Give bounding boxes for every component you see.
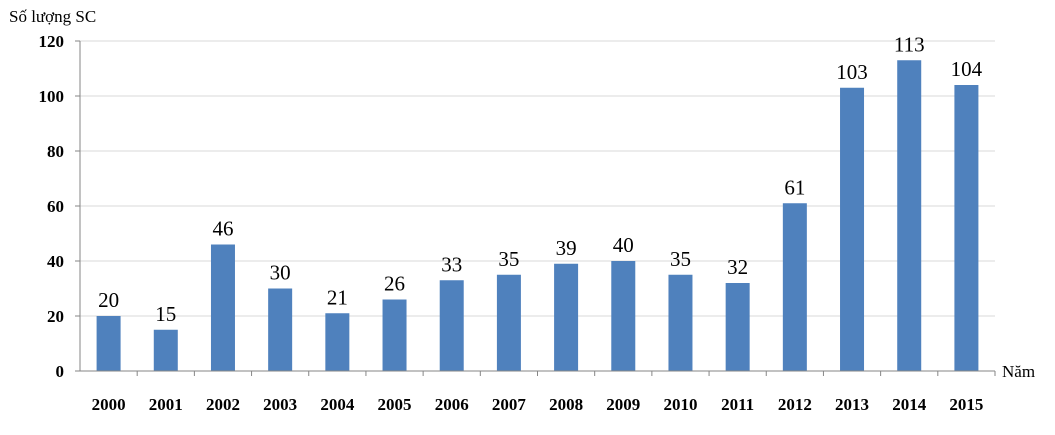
- bar-2004: [325, 313, 350, 371]
- bar-2008: [554, 263, 579, 371]
- data-label: 33: [441, 252, 462, 276]
- x-tick-label: 2005: [378, 395, 412, 414]
- x-tick-label: 2014: [892, 395, 927, 414]
- x-tick-label: 2007: [492, 395, 527, 414]
- data-label: 26: [384, 272, 405, 296]
- data-label: 61: [784, 175, 805, 199]
- x-tick-label: 2008: [549, 395, 583, 414]
- y-axis-title: Số lượng SC: [9, 7, 96, 26]
- bar-2000: [96, 316, 121, 371]
- data-label: 46: [212, 217, 233, 241]
- data-labels: 20 15 46 30 21 26 33 35 39 40 35 32 61 103 113 104: [98, 32, 983, 326]
- y-tick-label: 60: [47, 197, 64, 216]
- bar-2014: [897, 60, 922, 371]
- x-tick-label: 2015: [949, 395, 983, 414]
- x-tick-label: 2010: [663, 395, 697, 414]
- bar-2007: [496, 274, 521, 371]
- data-label: 40: [613, 233, 634, 257]
- bar-2002: [210, 244, 235, 371]
- bar-2013: [840, 87, 865, 371]
- x-axis-title: Năm: [1002, 362, 1035, 381]
- x-tick-label: 2003: [263, 395, 297, 414]
- bar-2012: [782, 203, 807, 371]
- x-tick-label: 2001: [149, 395, 183, 414]
- data-label: 103: [836, 60, 868, 84]
- x-tick-label: 2002: [206, 395, 240, 414]
- y-tick-label: 40: [47, 252, 64, 271]
- data-label: 30: [270, 261, 291, 285]
- data-label: 104: [951, 57, 983, 81]
- bar-2005: [382, 299, 407, 371]
- x-tick-label: 2009: [606, 395, 640, 414]
- bar-2015: [954, 85, 979, 371]
- data-label: 35: [498, 247, 519, 271]
- y-tick-label: 80: [47, 142, 64, 161]
- data-label: 113: [894, 32, 925, 56]
- data-label: 21: [327, 285, 348, 309]
- y-tick-label: 100: [39, 87, 65, 106]
- data-label: 35: [670, 247, 691, 271]
- bar-2011: [725, 283, 750, 371]
- x-tick-label: 2012: [778, 395, 812, 414]
- x-tick-label: 2006: [435, 395, 469, 414]
- data-label: 20: [98, 288, 119, 312]
- data-label: 15: [155, 302, 176, 326]
- bar-2001: [153, 329, 178, 371]
- x-tick-label: 2011: [721, 395, 754, 414]
- bar-2006: [439, 280, 464, 371]
- y-tick-label: 0: [56, 362, 65, 381]
- x-tick-label: 2013: [835, 395, 869, 414]
- y-tick-label: 20: [47, 307, 64, 326]
- bar-2003: [268, 288, 293, 371]
- axes: 0 20 40 60 80 100 120 2000 2001 2002 2003 2004 2005 2…: [39, 32, 996, 414]
- bar-2010: [668, 274, 693, 371]
- bar-2009: [611, 261, 636, 371]
- bars: [96, 60, 979, 371]
- y-tick-label: 120: [39, 32, 65, 51]
- x-tick-label: 2004: [320, 395, 355, 414]
- data-label: 39: [556, 236, 577, 260]
- data-label: 32: [727, 255, 748, 279]
- x-tick-label: 2000: [92, 395, 126, 414]
